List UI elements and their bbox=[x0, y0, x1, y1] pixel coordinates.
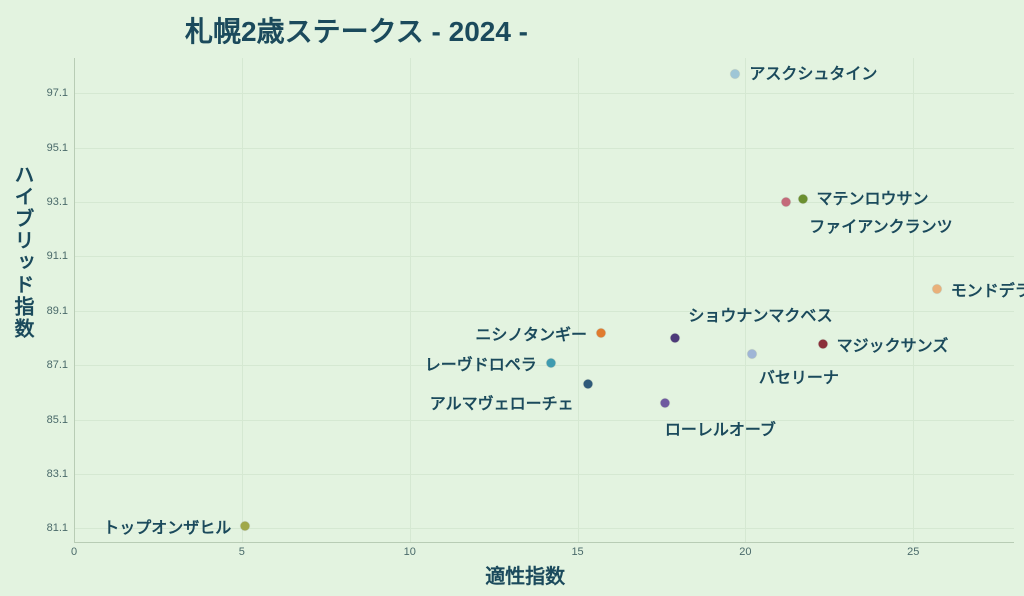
y-tick-label: 89.1 bbox=[47, 305, 68, 317]
point-label: アスクシュタイン bbox=[749, 60, 877, 84]
point-label: ショウナンマクベス bbox=[688, 302, 832, 326]
y-tick-label: 81.1 bbox=[47, 522, 68, 534]
data-point bbox=[798, 195, 807, 204]
y-tick-label: 95.1 bbox=[47, 142, 68, 154]
point-label: トップオンザヒル bbox=[103, 514, 231, 538]
point-label: アルマヴェローチェ bbox=[430, 390, 574, 414]
data-point bbox=[818, 339, 827, 348]
y-axis-label: ハイブリッド指数 bbox=[8, 164, 37, 340]
data-point bbox=[241, 521, 250, 530]
data-point bbox=[731, 70, 740, 79]
gridline-y bbox=[74, 256, 1014, 257]
gridline-x bbox=[578, 58, 579, 542]
gridline-y bbox=[74, 93, 1014, 94]
y-tick-label: 97.1 bbox=[47, 87, 68, 99]
x-tick-label: 0 bbox=[71, 546, 77, 558]
gridline-y bbox=[74, 420, 1014, 421]
gridline-x bbox=[745, 58, 746, 542]
chart-title: 札幌2歳ステークス - 2024 - bbox=[185, 10, 528, 50]
x-tick-label: 10 bbox=[404, 546, 416, 558]
point-label: モンドデラモーレ bbox=[951, 277, 1024, 301]
point-label: ローレルオーブ bbox=[665, 416, 776, 440]
gridline-y bbox=[74, 148, 1014, 149]
gridline-y bbox=[74, 311, 1014, 312]
data-point bbox=[932, 285, 941, 294]
gridline-y bbox=[74, 365, 1014, 366]
x-tick-label: 5 bbox=[239, 546, 245, 558]
data-point bbox=[597, 328, 606, 337]
x-tick-label: 25 bbox=[907, 546, 919, 558]
data-point bbox=[670, 334, 679, 343]
point-label: マテンロウサン bbox=[817, 185, 929, 209]
point-label: ニシノタンギー bbox=[475, 321, 587, 345]
y-axis-line bbox=[74, 58, 75, 542]
plot-area: アスクシュタインマテンロウサンファイアンクランツモンドデラモーレショウナンマクベ… bbox=[74, 58, 1014, 542]
y-tick-label: 83.1 bbox=[47, 468, 68, 480]
x-tick-label: 15 bbox=[571, 546, 583, 558]
point-label: バセリーナ bbox=[759, 364, 839, 388]
point-label: マジックサンズ bbox=[837, 332, 949, 356]
point-label: ファイアンクランツ bbox=[809, 213, 952, 237]
data-point bbox=[546, 358, 555, 367]
data-point bbox=[748, 350, 757, 359]
y-tick-label: 85.1 bbox=[47, 414, 68, 426]
y-tick-label: 87.1 bbox=[47, 359, 68, 371]
data-point bbox=[781, 198, 790, 207]
y-tick-label: 91.1 bbox=[47, 250, 68, 262]
gridline-x bbox=[410, 58, 411, 542]
x-axis-label: 適性指数 bbox=[485, 560, 565, 589]
point-label: レーヴドロペラ bbox=[425, 351, 537, 375]
plot-background bbox=[74, 58, 1014, 542]
y-tick-label: 93.1 bbox=[47, 196, 68, 208]
gridline-x bbox=[242, 58, 243, 542]
data-point bbox=[660, 399, 669, 408]
data-point bbox=[583, 380, 592, 389]
gridline-y bbox=[74, 474, 1014, 475]
x-axis-line bbox=[74, 542, 1014, 543]
x-tick-label: 20 bbox=[739, 546, 751, 558]
chart-container: 札幌2歳ステークス - 2024 - ハイブリッド指数 適性指数 アスクシュタイ… bbox=[0, 0, 1024, 596]
gridline-x bbox=[913, 58, 914, 542]
